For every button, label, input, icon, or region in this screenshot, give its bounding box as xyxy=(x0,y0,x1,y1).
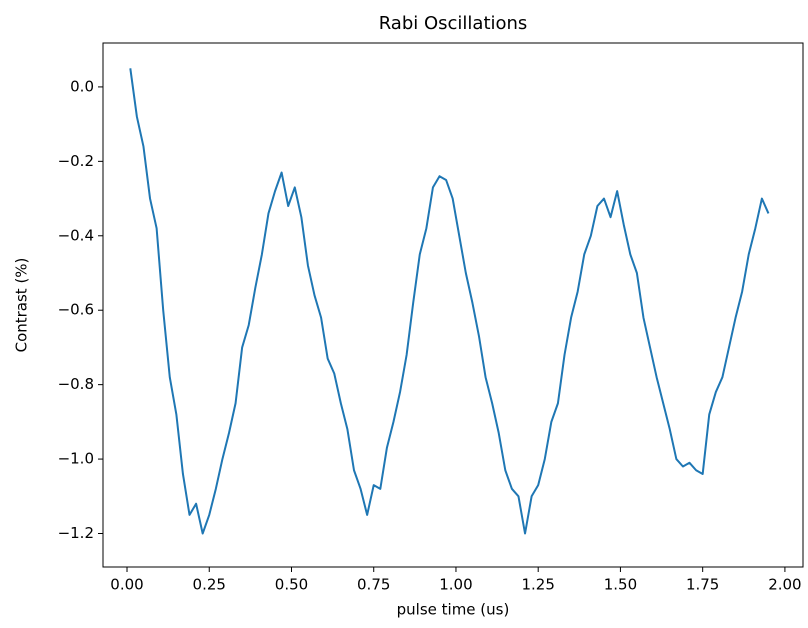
x-tick-label: 1.50 xyxy=(604,576,637,594)
y-tick-label: −0.6 xyxy=(58,301,94,319)
y-tick-label: −0.8 xyxy=(58,375,94,393)
y-tick-label: 0.0 xyxy=(70,77,94,95)
x-tick-label: 0.75 xyxy=(357,576,390,594)
x-axis-label: pulse time (us) xyxy=(397,601,510,619)
x-tick-label: 2.00 xyxy=(768,576,801,594)
plot-frame xyxy=(102,42,804,568)
y-tick-label: −0.4 xyxy=(58,226,94,244)
x-tick-label: 0.25 xyxy=(193,576,226,594)
y-tick-label: −0.2 xyxy=(58,152,94,170)
x-tick-label: 0.00 xyxy=(110,576,143,594)
line xyxy=(129,68,770,535)
x-tick-label: 1.00 xyxy=(439,576,472,594)
x-tick-label: 0.50 xyxy=(275,576,308,594)
y-axis-label: Contrast (%) xyxy=(13,258,31,353)
y-tick-label: −1.2 xyxy=(58,524,94,542)
x-tick-label: 1.75 xyxy=(686,576,719,594)
x-tick-label: 1.25 xyxy=(521,576,554,594)
chart-title: Rabi Oscillations xyxy=(379,13,528,34)
y-tick-label: −1.0 xyxy=(58,450,94,468)
